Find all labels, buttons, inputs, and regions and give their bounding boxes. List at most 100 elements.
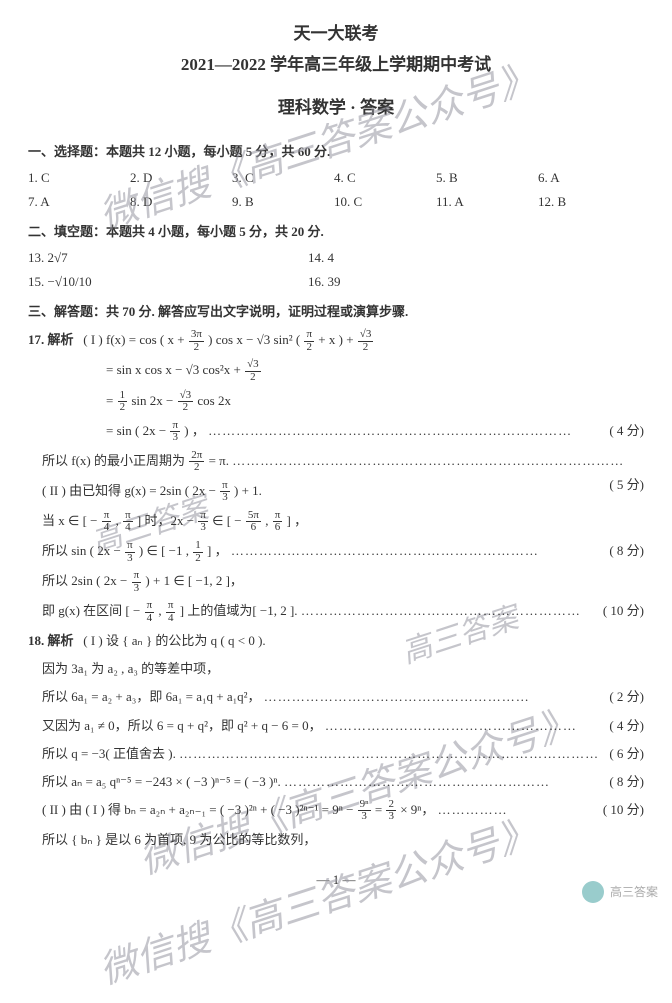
- mc-8: 8. D: [130, 191, 232, 213]
- section3-heading: 三、解答题：共 70 分. 解答应写出文字说明，证明过程或演算步骤.: [28, 301, 644, 323]
- q18-l2: 因为 3a₁ 为 a₂ , a₃ 的等差中项，: [28, 658, 644, 680]
- frac-d: 3: [220, 492, 230, 504]
- mc-10: 10. C: [334, 191, 436, 213]
- mc-2: 2. D: [130, 167, 232, 189]
- q17-l10-score: ( 10 分): [603, 600, 644, 622]
- q17-l3-a: =: [106, 393, 117, 408]
- fill-14-n: 14.: [308, 250, 324, 265]
- mc-8-a: D: [143, 194, 152, 209]
- mc-3-n: 3.: [232, 170, 242, 185]
- mc-4-a: C: [347, 170, 356, 185]
- frac-d: 2: [118, 402, 128, 414]
- q17-l6-a: ( II ) 由已知得 g(x) = 2sin: [42, 483, 181, 498]
- frac-d: 3: [358, 811, 371, 823]
- q17-l10: 即 g(x) 在区间 [ − π4 , π4 ] 上的值域为[ −1, 2 ].…: [28, 600, 644, 624]
- q17-l3-b: sin 2x −: [131, 393, 176, 408]
- title-sub: 2021—2022 学年高三年级上学期期中考试: [28, 51, 644, 80]
- q18-l5: 所以 q = −3( 正值舍去 ). …………………………………………………………: [28, 743, 644, 765]
- q17-l1-b: cos x − √3 sin²: [216, 332, 293, 347]
- frac-d: 2: [189, 342, 204, 354]
- page: 微信搜《高三答案公众号》 高三答案 微信搜《高三答案公众号》 高三答案 微信搜《…: [0, 0, 672, 911]
- q17-l3: = 12 sin 2x − √32 cos 2x: [28, 390, 644, 414]
- q18-l3-text: 所以 6a₁ = a₂ + a₃，即 6a₁ = a₁q + a₁q²，: [42, 689, 261, 704]
- fill-13-n: 13.: [28, 250, 44, 265]
- mc-row-2: 7. A 8. D 9. B 10. C 11. A 12. B: [28, 191, 644, 213]
- frac-d: 4: [102, 522, 112, 534]
- q18-l6-score: ( 8 分): [609, 771, 644, 793]
- footer-logo: 高三答案: [582, 881, 658, 903]
- section1-heading: 一、选择题：本题共 12 小题，每小题 5 分，共 60 分.: [28, 141, 644, 163]
- mc-2-a: D: [143, 170, 152, 185]
- frac-d: 2: [245, 372, 261, 384]
- frac-d: 6: [273, 522, 283, 534]
- frac-d: 2: [193, 553, 203, 565]
- mc-2-n: 2.: [130, 170, 140, 185]
- frac-d: 4: [166, 613, 176, 625]
- mc-4-n: 4.: [334, 170, 344, 185]
- fill-16-n: 16.: [308, 274, 324, 289]
- mc-7-n: 7.: [28, 194, 38, 209]
- frac-d: 4: [123, 522, 133, 534]
- q17-l9-a: 所以 2sin: [42, 573, 93, 588]
- fill-row-1: 13. 2√7 14. 4: [28, 247, 644, 269]
- mc-1-n: 1.: [28, 170, 38, 185]
- frac-d: 2: [189, 462, 204, 474]
- q17-l8-b: ∈: [147, 543, 162, 558]
- q18-l5-text: 所以 q = −3( 正值舍去 ).: [42, 746, 176, 761]
- mc-10-a: C: [354, 194, 363, 209]
- fill-16: 16. 39: [308, 271, 588, 293]
- q17-l6-b: + 1.: [242, 483, 262, 498]
- frac-d: 2: [358, 342, 374, 354]
- mc-5-n: 5.: [436, 170, 446, 185]
- fill-row-2: 15. −√10/10 16. 39: [28, 271, 644, 293]
- mc-9: 9. B: [232, 191, 334, 213]
- q17-l7-c: ∈: [212, 513, 227, 528]
- mc-1: 1. C: [28, 167, 130, 189]
- q18-l7: ( II ) 由 ( I ) 得 bₙ = a₂ₙ + a₂ₙ₋₁ = ( −3…: [28, 799, 644, 823]
- mc-6-a: A: [550, 170, 559, 185]
- frac-d: 2: [178, 402, 194, 414]
- mc-5: 5. B: [436, 167, 538, 189]
- q18-l4-text: 又因为 a₁ ≠ 0，所以 6 = q + q²，即 q² + q − 6 = …: [42, 718, 322, 733]
- mc-6-n: 6.: [538, 170, 548, 185]
- frac-d: 3: [386, 811, 396, 823]
- q17-l4-b: ，: [192, 423, 205, 438]
- q18-l7-c: × 9ⁿ，: [400, 802, 434, 817]
- q17-l1: 17. 解析 ( I ) f(x) = cos ( x + 3π2 ) cos …: [28, 329, 644, 353]
- fill-13-v: 2√7: [48, 250, 68, 265]
- q18-l7-b: =: [375, 802, 386, 817]
- q17-l4: = sin ( 2x − π3 ) ， ………………………………………………………: [28, 420, 644, 444]
- q17-l4-score: ( 4 分): [609, 420, 644, 442]
- q17-l9-b: + 1 ∈ [ −1, 2 ]，: [153, 573, 243, 588]
- mc-3: 3. C: [232, 167, 334, 189]
- frac-d: 3: [198, 522, 208, 534]
- q17-l5-b: = π.: [209, 453, 229, 468]
- mc-row-1: 1. C 2. D 3. C 4. C 5. B 6. A: [28, 167, 644, 189]
- mc-11: 11. A: [436, 191, 538, 213]
- mc-12: 12. B: [538, 191, 640, 213]
- mc-9-n: 9.: [232, 194, 242, 209]
- q17-l10-a: 即 g(x) 在区间: [42, 603, 122, 618]
- mc-4: 4. C: [334, 167, 436, 189]
- q17-l8: 所以 sin ( 2x − π3 ) ∈ [ −1 , 12 ] ， ………………: [28, 540, 644, 564]
- fill-15: 15. −√10/10: [28, 271, 308, 293]
- q18-l6: 所以 aₙ = a₅ qⁿ⁻⁵ = −243 × ( −3 )ⁿ⁻⁵ = ( −…: [28, 771, 644, 793]
- q17-l6: ( II ) 由已知得 g(x) = 2sin ( 2x − π3 ) + 1.: [28, 480, 644, 504]
- fill-15-n: 15.: [28, 274, 44, 289]
- frac-n: 3π: [189, 329, 204, 342]
- footer-logo-icon: [582, 881, 604, 903]
- q17-l8-score: ( 8 分): [609, 540, 644, 562]
- q17-l9: 所以 2sin ( 2x − π3 ) + 1 ∈ [ −1, 2 ]，: [28, 570, 644, 594]
- frac-n: π: [132, 570, 142, 583]
- q17-l8-c: ，: [215, 543, 228, 558]
- q17-l7: 当 x ∈ [ − π4 , π4 ] 时，2x − π3 ∈ [ − 5π6 …: [28, 510, 644, 534]
- mc-7: 7. A: [28, 191, 130, 213]
- section2-heading: 二、填空题：本题共 4 小题，每小题 5 分，共 20 分.: [28, 221, 644, 243]
- q18-l4-score: ( 4 分): [609, 715, 644, 737]
- q17-l1-c: +: [346, 332, 357, 347]
- q18-l7-score: ( 10 分): [603, 799, 644, 821]
- fill-15-v: −√10/10: [48, 274, 92, 289]
- q18-label: 18. 解析: [28, 633, 74, 648]
- fill-16-v: 39: [328, 274, 341, 289]
- mc-11-a: A: [454, 194, 463, 209]
